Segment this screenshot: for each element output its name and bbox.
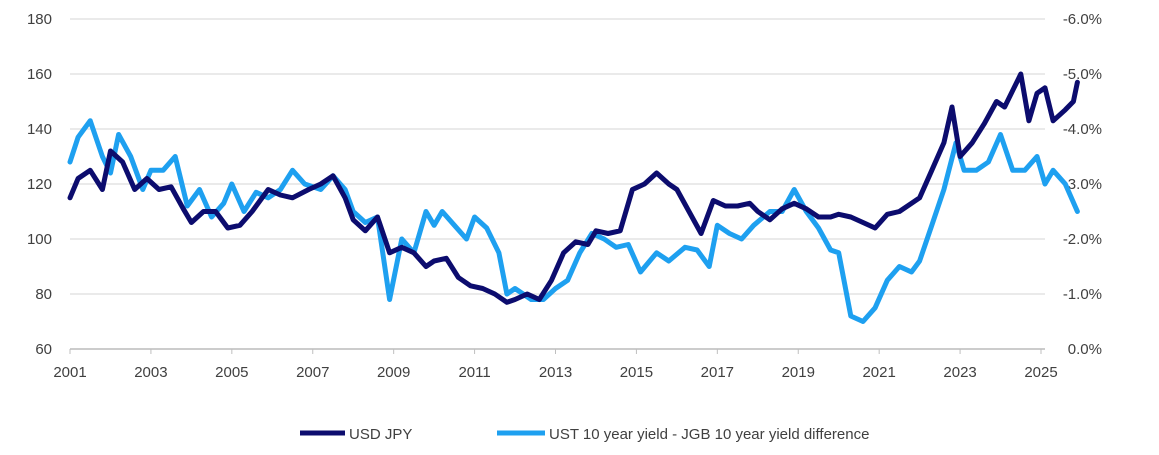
y-tick-label: 160 [27,66,52,83]
y-tick-label: 60 [35,341,52,358]
x-tick-label: 2021 [862,364,895,381]
x-tick-label: 2019 [782,364,815,381]
series-line-usdjpy [67,71,1080,305]
x-tick-label: 2001 [53,364,86,381]
x-axis-ticks: 2001 2003 2005 2007 2009 2011 2013 2015 2017 2019… [53,348,1058,381]
y-tick-label: 120 [27,176,52,193]
gridlines [70,18,1045,350]
x-tick-label: 2007 [296,364,329,381]
y2-tick-label: -5.0% [1063,66,1102,83]
y-tick-label: 140 [27,121,52,138]
x-tick-label: 2023 [943,364,976,381]
legend-label-spread: UST 10 year yield - JGB 10 year yield di… [549,426,869,443]
y2-tick-label: 0.0% [1068,341,1102,358]
x-tick-label: 2009 [377,364,410,381]
left-axis-ticks: 60 80 100 120 140 160 180 [27,11,52,358]
y2-tick-label: -1.0% [1063,286,1102,303]
x-tick-label: 2015 [620,364,653,381]
legend: USD JPY UST 10 year yield - JGB 10 year … [300,426,869,443]
x-tick-label: 2025 [1024,364,1057,381]
right-axis-ticks: 0.0% -1.0% -2.0% -3.0% -4.0% -5.0% -6.0% [1063,11,1102,358]
series-line-spread [67,118,1080,324]
y2-tick-label: -2.0% [1063,231,1102,248]
y-tick-label: 180 [27,11,52,28]
y2-tick-label: -6.0% [1063,11,1102,28]
y2-tick-label: -4.0% [1063,121,1102,138]
x-tick-label: 2017 [701,364,734,381]
x-tick-label: 2011 [458,364,490,381]
series-lines [67,71,1080,324]
x-tick-label: 2005 [215,364,248,381]
x-tick-label: 2003 [134,364,167,381]
y2-tick-label: -3.0% [1063,176,1102,193]
legend-label-usdjpy: USD JPY [349,426,412,443]
x-tick-label: 2013 [539,364,572,381]
y-tick-label: 100 [27,231,52,248]
y-tick-label: 80 [35,286,52,303]
